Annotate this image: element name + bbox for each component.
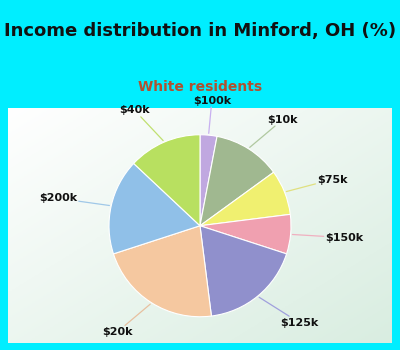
Wedge shape [200, 136, 274, 226]
Text: $200k: $200k [39, 193, 110, 205]
Text: White residents: White residents [138, 80, 262, 94]
Wedge shape [200, 135, 217, 226]
Text: $75k: $75k [286, 175, 347, 191]
Wedge shape [200, 214, 291, 254]
Text: $40k: $40k [120, 105, 163, 141]
Wedge shape [200, 172, 290, 226]
Text: $20k: $20k [102, 304, 150, 337]
Text: Income distribution in Minford, OH (%): Income distribution in Minford, OH (%) [4, 22, 396, 40]
Text: $125k: $125k [259, 297, 318, 328]
Wedge shape [114, 226, 212, 317]
Wedge shape [109, 163, 200, 254]
Wedge shape [134, 135, 200, 226]
Text: $150k: $150k [292, 232, 363, 243]
Text: $10k: $10k [250, 115, 298, 147]
Wedge shape [200, 226, 286, 316]
Text: $100k: $100k [193, 96, 231, 133]
